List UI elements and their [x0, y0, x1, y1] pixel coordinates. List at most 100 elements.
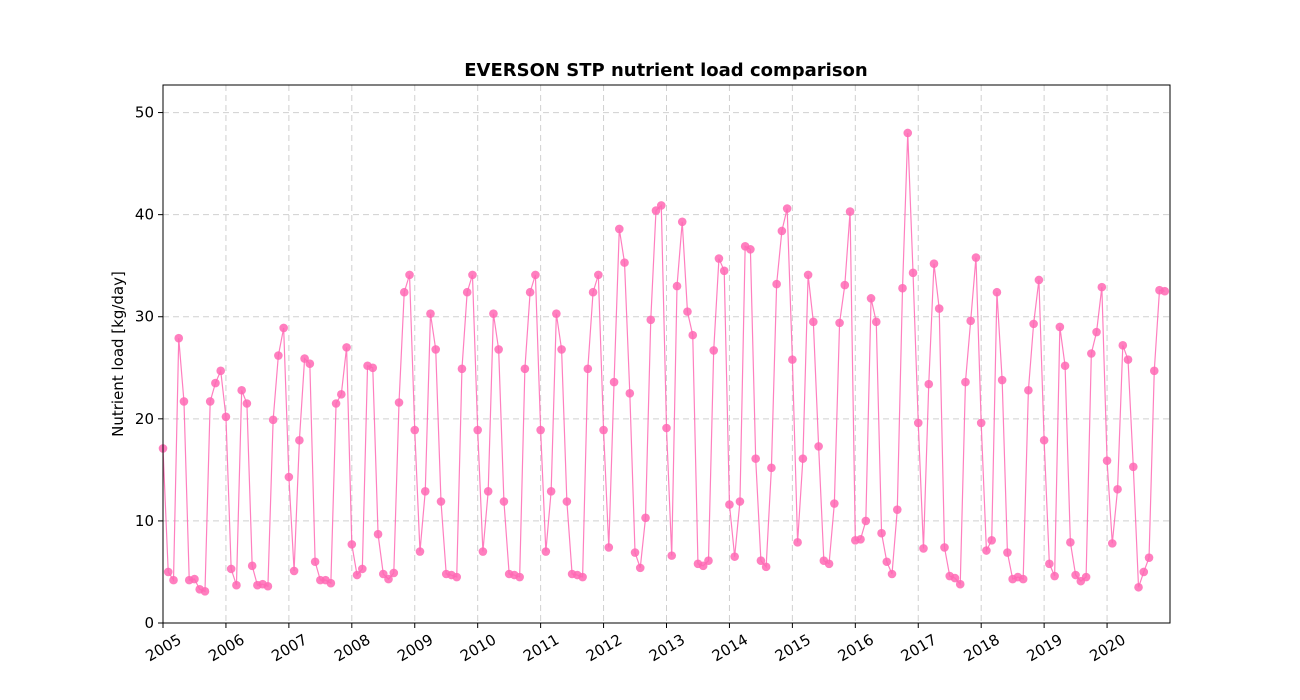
data-point — [971, 253, 981, 262]
data-point — [614, 224, 624, 234]
data-point — [856, 534, 865, 544]
data-point — [1134, 582, 1143, 592]
data-point — [531, 270, 540, 280]
data-point — [730, 552, 739, 561]
y-tick-label: 20 — [135, 410, 154, 428]
y-tick-label: 10 — [135, 512, 154, 530]
y-tick-label: 50 — [135, 104, 154, 122]
data-point — [1123, 355, 1133, 364]
data-point — [546, 487, 556, 496]
data-point — [919, 544, 928, 553]
data-point — [326, 578, 336, 588]
data-point — [871, 317, 881, 327]
data-point — [772, 279, 781, 289]
data-point — [662, 423, 671, 433]
data-point — [473, 425, 482, 435]
data-point — [756, 556, 766, 566]
data-point — [415, 547, 425, 556]
data-point — [468, 270, 477, 280]
data-point — [221, 412, 231, 422]
data-point — [1055, 322, 1065, 332]
data-point — [1003, 548, 1012, 557]
data-point — [284, 472, 294, 482]
data-point — [452, 572, 462, 582]
data-point — [892, 505, 902, 514]
data-point — [1087, 349, 1096, 358]
data-point — [295, 435, 304, 445]
data-point — [237, 385, 246, 395]
data-point — [1107, 539, 1117, 548]
data-point — [992, 287, 1002, 297]
data-point — [179, 397, 189, 406]
data-point — [987, 536, 996, 545]
data-point — [767, 463, 776, 473]
data-point — [242, 399, 252, 408]
data-point — [997, 375, 1007, 385]
data-point — [289, 566, 299, 576]
data-point — [1102, 456, 1112, 465]
data-point — [788, 355, 797, 364]
data-point — [578, 572, 587, 582]
data-point — [704, 556, 713, 566]
data-point — [934, 304, 944, 313]
data-point — [1060, 361, 1070, 371]
data-point — [205, 397, 215, 406]
data-point — [384, 574, 393, 584]
data-point — [646, 315, 656, 325]
data-point — [620, 258, 629, 267]
data-point — [966, 316, 975, 326]
data-point — [1039, 435, 1049, 445]
data-point — [924, 379, 934, 389]
data-point — [478, 547, 488, 556]
data-point — [1118, 341, 1128, 350]
data-point — [1113, 484, 1122, 494]
data-point — [562, 497, 572, 506]
data-point — [746, 245, 755, 254]
data-point — [588, 287, 598, 297]
data-point — [174, 333, 184, 343]
data-point — [462, 287, 472, 297]
data-point — [1050, 571, 1059, 581]
chart-title: EVERSON STP nutrient load comparison — [464, 60, 867, 81]
data-point — [1149, 366, 1159, 376]
data-point — [698, 561, 708, 571]
data-point — [625, 389, 635, 398]
data-point — [436, 497, 446, 506]
data-point — [552, 309, 561, 318]
data-point — [1097, 282, 1107, 292]
data-point — [913, 418, 923, 428]
data-point — [394, 398, 404, 407]
data-point — [279, 323, 288, 333]
data-point — [887, 569, 897, 579]
data-point — [342, 343, 351, 352]
data-point — [358, 564, 367, 574]
data-point — [929, 259, 939, 268]
data-point — [955, 579, 965, 589]
data-point — [677, 217, 687, 227]
data-point — [672, 281, 682, 291]
data-point — [1071, 570, 1080, 580]
data-point — [389, 568, 399, 578]
data-point — [1139, 567, 1149, 577]
data-point — [882, 557, 892, 567]
data-point — [798, 454, 808, 463]
data-point — [1129, 462, 1138, 472]
y-tick-label: 30 — [135, 308, 154, 326]
data-point — [274, 351, 283, 360]
data-point — [840, 280, 850, 290]
data-point — [830, 499, 839, 508]
y-axis-ticks: 0 10 20 30 40 50 — [135, 104, 163, 632]
data-point — [635, 563, 645, 573]
data-point — [683, 307, 692, 316]
data-point — [751, 454, 760, 463]
data-point — [950, 573, 960, 583]
data-point — [268, 415, 278, 425]
data-point — [373, 529, 383, 539]
data-point — [1024, 385, 1033, 395]
series-group — [158, 128, 1170, 596]
data-point — [877, 528, 886, 538]
data-point — [1160, 286, 1170, 296]
data-point — [520, 364, 530, 374]
data-point — [247, 561, 257, 571]
data-point — [431, 345, 441, 354]
